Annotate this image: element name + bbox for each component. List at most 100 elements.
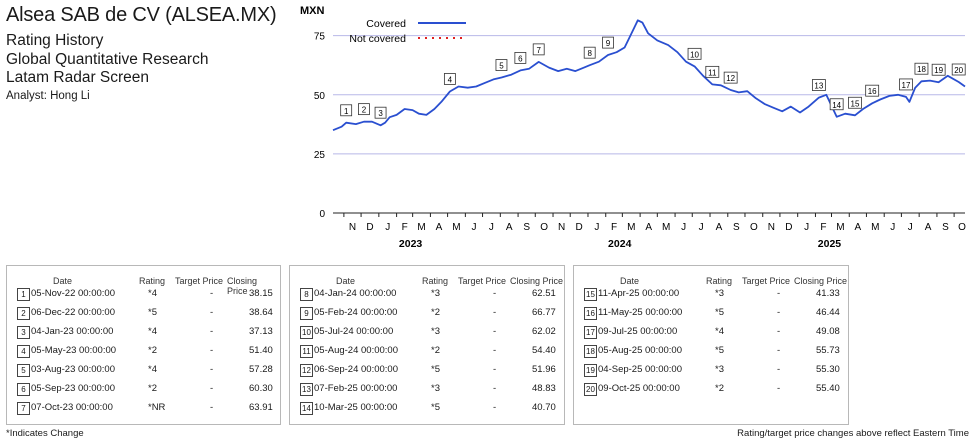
row-closing-price: 63.91 [249,402,273,413]
header-date: Date [53,276,73,286]
row-rating: *5 [431,364,440,375]
row-rating: *2 [715,383,724,394]
row-target-price: - [210,345,214,356]
row-closing-price: 55.73 [816,345,840,356]
row-number: 14 [300,402,313,415]
rating-marker: 5 [495,59,508,71]
table-row: 20 09-Oct-25 00:00:00 *2 - 55.40 [574,380,848,398]
row-date: 05-Aug-24 00:00:00 [314,345,398,356]
row-target-price: - [777,345,781,356]
row-number: 2 [17,307,30,320]
row-rating: *4 [715,326,724,337]
row-target-price: - [210,326,214,337]
table-row: 3 04-Jan-23 00:00:00 *4 - 37.13 [7,323,280,341]
row-target-price: - [777,383,781,394]
rating-marker: 12 [723,71,738,84]
row-target-price: - [210,307,214,318]
table-row: 19 04-Sep-25 00:00:00 *3 - 55.30 [574,361,848,379]
row-date: 05-Sep-23 00:00:00 [31,383,115,394]
row-date: 06-Dec-22 00:00:00 [31,307,115,318]
x-month-label: A [436,222,443,233]
row-rating: *5 [715,345,724,356]
rating-marker: 6 [514,52,527,64]
footnote-change: *Indicates Change [6,428,84,439]
x-month-label: S [523,222,530,233]
marker-number: 4 [448,75,453,84]
x-month-label: J [681,222,686,233]
row-number: 6 [17,383,30,396]
table-row: 4 05-May-23 00:00:00 *2 - 51.40 [7,342,280,360]
marker-box [583,46,596,59]
row-number: 3 [17,326,30,339]
header-rating: Rating [422,276,449,286]
row-target-price: - [210,364,214,375]
rating-table-3: Date Rating Target Price Closing Price 15 11-… [573,265,849,425]
x-month-label: O [958,222,966,233]
x-month-label: M [417,222,425,233]
row-date: 04-Jan-23 00:00:00 [31,326,114,337]
grid-lines [333,35,965,155]
marker-box [914,62,929,75]
y-tick-label: 0 [319,209,325,220]
row-target-price: - [210,383,214,394]
marker-box [723,71,738,84]
x-month-label: J [699,222,704,233]
row-closing-price: 49.08 [816,326,840,337]
row-closing-price: 57.28 [249,364,273,375]
marker-box [374,106,387,119]
x-year-label: 2024 [608,238,632,250]
row-target-price: - [493,364,497,375]
rating-marker: 3 [374,106,387,119]
x-month-label: M [627,222,635,233]
row-number: 19 [584,364,597,377]
marker-box [340,104,353,117]
row-closing-price: 38.64 [249,307,273,318]
table-row: 6 05-Sep-23 00:00:00 *2 - 60.30 [7,380,280,398]
row-rating: *2 [431,307,440,318]
row-rating: *5 [148,307,157,318]
y-tick-label: 75 [314,32,326,43]
marker-number: 5 [499,62,504,71]
y-axis-label: MXN [300,5,325,17]
row-closing-price: 62.51 [532,288,556,299]
marker-box [495,59,508,71]
legend: Covered Not covered [349,18,466,45]
row-date: 09-Jul-25 00:00:00 [598,326,678,337]
x-month-label: J [594,222,599,233]
row-date: 06-Sep-24 00:00:00 [314,364,398,375]
row-rating: *2 [148,345,157,356]
row-rating: *3 [715,288,724,299]
table-row: 17 09-Jul-25 00:00:00 *4 - 49.08 [574,323,848,341]
row-number: 16 [584,307,597,320]
x-month-label: F [820,222,826,233]
row-rating: *3 [431,288,440,299]
marker-box [705,65,720,78]
row-rating: *4 [148,288,157,299]
row-number: 17 [584,326,597,339]
row-target-price: - [777,288,781,299]
row-date: 05-Jul-24 00:00:00 [314,326,394,337]
marker-box [899,78,913,91]
row-number: 12 [300,364,313,377]
x-month-label: M [452,222,460,233]
row-rating: *3 [431,326,440,337]
subtitle-screen: Latam Radar Screen [6,69,150,86]
table-header: Date Rating Target Price Closing Price [290,276,564,298]
x-month-label: M [662,222,670,233]
row-number: 9 [300,307,313,320]
row-target-price: - [493,326,497,337]
rating-marker: 11 [705,65,720,78]
rating-marker: 1 [340,104,353,117]
x-month-label: A [645,222,652,233]
table-row: 18 05-Aug-25 00:00:00 *5 - 55.73 [574,342,848,360]
series-line-covered [332,19,966,132]
row-target-price: - [210,402,214,413]
rating-marker: 19 [931,63,946,76]
row-date: 05-Feb-24 00:00:00 [314,307,398,318]
marker-box [514,52,527,64]
table-row: 2 06-Dec-22 00:00:00 *5 - 38.64 [7,304,280,322]
row-rating: *3 [431,383,440,394]
row-rating: *2 [148,383,157,394]
subtitle-rating-history: Rating History [6,32,104,49]
row-closing-price: 54.40 [532,345,556,356]
